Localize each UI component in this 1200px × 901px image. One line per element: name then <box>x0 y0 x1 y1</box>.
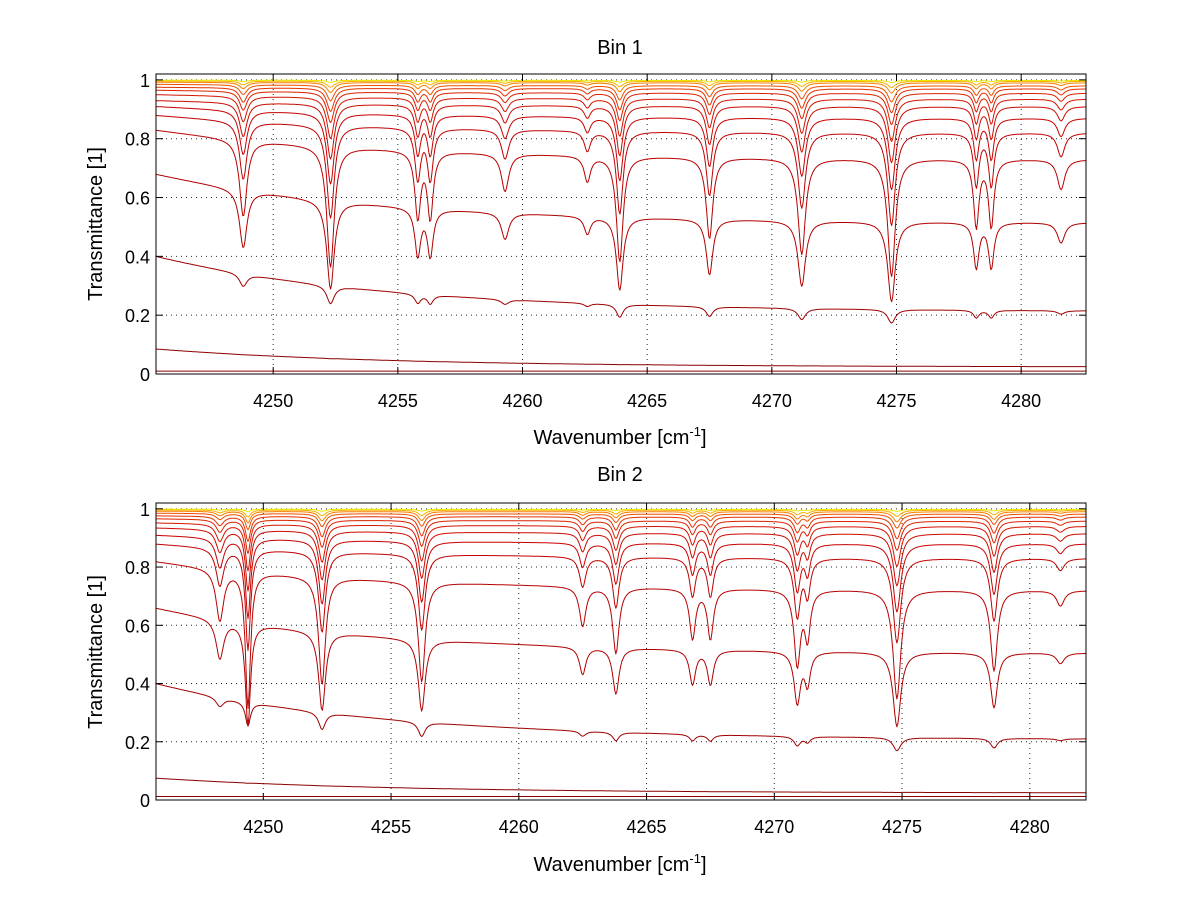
grid-lines <box>156 503 1086 801</box>
x-axis-label-end: ] <box>701 854 707 876</box>
x-tick-labels: 4250 4255 4260 4265 4270 4275 4280 <box>253 391 1041 411</box>
x-tick-label: 4280 <box>1010 817 1050 837</box>
x-tick-label: 4260 <box>499 817 539 837</box>
series-line-14 <box>156 80 1086 88</box>
y-tick-label: 0.8 <box>125 130 150 150</box>
x-tick-label: 4275 <box>882 817 922 837</box>
series-line-6 <box>155 114 1086 227</box>
series-line-8 <box>155 100 1087 164</box>
series-group <box>155 79 1087 375</box>
series-line-14 <box>156 509 1086 518</box>
series-line-4 <box>155 173 1087 303</box>
y-tick-labels: 0 0.2 0.4 0.6 0.8 1 <box>125 500 150 811</box>
y-tick-label: 0 <box>140 365 150 385</box>
x-axis-label: Wavenumber [cm-1] <box>533 851 706 876</box>
series-line-7 <box>156 106 1086 191</box>
x-tick-label: 4265 <box>627 817 667 837</box>
x-tick-label: 4250 <box>243 817 283 837</box>
x-tick-label: 4275 <box>876 391 916 411</box>
y-tick-label: 0.6 <box>125 616 150 636</box>
series-line-11 <box>156 86 1086 114</box>
y-tick-label: 0 <box>140 791 150 811</box>
series-line-10 <box>156 518 1086 555</box>
y-tick-label: 0.2 <box>125 733 150 753</box>
y-tick-label: 0.2 <box>125 306 150 326</box>
axes-box <box>155 502 1087 801</box>
series-line-10 <box>156 89 1087 126</box>
series-line-13 <box>156 81 1086 94</box>
y-tick-label: 0.4 <box>125 247 150 267</box>
x-tick-label: 4270 <box>754 817 794 837</box>
series-line-9 <box>156 94 1087 142</box>
y-tick-label: 0.4 <box>125 675 150 695</box>
chart-title: Bin 2 <box>597 464 643 486</box>
series-line-3 <box>155 255 1086 324</box>
series-line-11 <box>156 515 1086 542</box>
subplot-bin-1: Bin 1 4250 4255 4260 4265 4270 4275 4280 00.20… <box>85 37 1087 449</box>
y-tick-labels: 0 0.2 0.4 0.6 0.8 1 <box>125 71 150 385</box>
x-axis-label-superscript: -1 <box>689 851 701 866</box>
series-line-12 <box>156 83 1086 103</box>
subplot-bin-2: Bin 2 4250 4255 4260 4265 4270 4275 4280 00.20… <box>85 464 1087 876</box>
chart-title: Bin 1 <box>597 37 643 59</box>
series-line-2 <box>156 777 1086 794</box>
x-axis-label-end: ] <box>701 427 707 449</box>
series-line-12 <box>156 512 1086 531</box>
y-axis-label: Transmittance [1] <box>85 575 107 729</box>
x-tick-label: 4255 <box>371 817 411 837</box>
series-line-4 <box>155 607 1086 728</box>
tick-marks <box>156 503 1086 801</box>
y-tick-label: 0.6 <box>125 189 150 209</box>
x-axis-label-superscript: -1 <box>689 424 701 439</box>
x-tick-label: 4260 <box>502 391 542 411</box>
y-tick-label: 1 <box>140 500 150 520</box>
series-group <box>155 508 1087 801</box>
series-line-2 <box>155 348 1086 368</box>
axes-box <box>155 73 1087 375</box>
x-tick-label: 4280 <box>1001 391 1041 411</box>
series-line-15 <box>156 508 1086 513</box>
series-line-5 <box>155 129 1087 277</box>
x-tick-label: 4265 <box>627 391 667 411</box>
x-tick-labels: 4250 4255 4260 4265 4270 4275 4280 <box>243 817 1050 837</box>
series-line-3 <box>155 683 1086 752</box>
series-line-8 <box>156 527 1087 592</box>
series-line-15 <box>156 79 1086 83</box>
x-tick-label: 4255 <box>378 391 418 411</box>
series-line-7 <box>155 534 1087 620</box>
tick-marks <box>156 74 1086 375</box>
series-line-9 <box>156 522 1086 572</box>
y-tick-label: 1 <box>140 71 150 91</box>
series-line-5 <box>155 561 1087 709</box>
x-axis-label-text: Wavenumber [cm <box>533 427 689 449</box>
series-line-13 <box>156 510 1086 524</box>
series-line-6 <box>156 543 1086 651</box>
x-tick-label: 4250 <box>253 391 293 411</box>
x-tick-label: 4270 <box>752 391 792 411</box>
x-axis-label: Wavenumber [cm-1] <box>533 424 706 449</box>
y-tick-label: 0.8 <box>125 558 150 578</box>
y-axis-label: Transmittance [1] <box>85 147 107 301</box>
x-axis-label-text: Wavenumber [cm <box>533 854 689 876</box>
